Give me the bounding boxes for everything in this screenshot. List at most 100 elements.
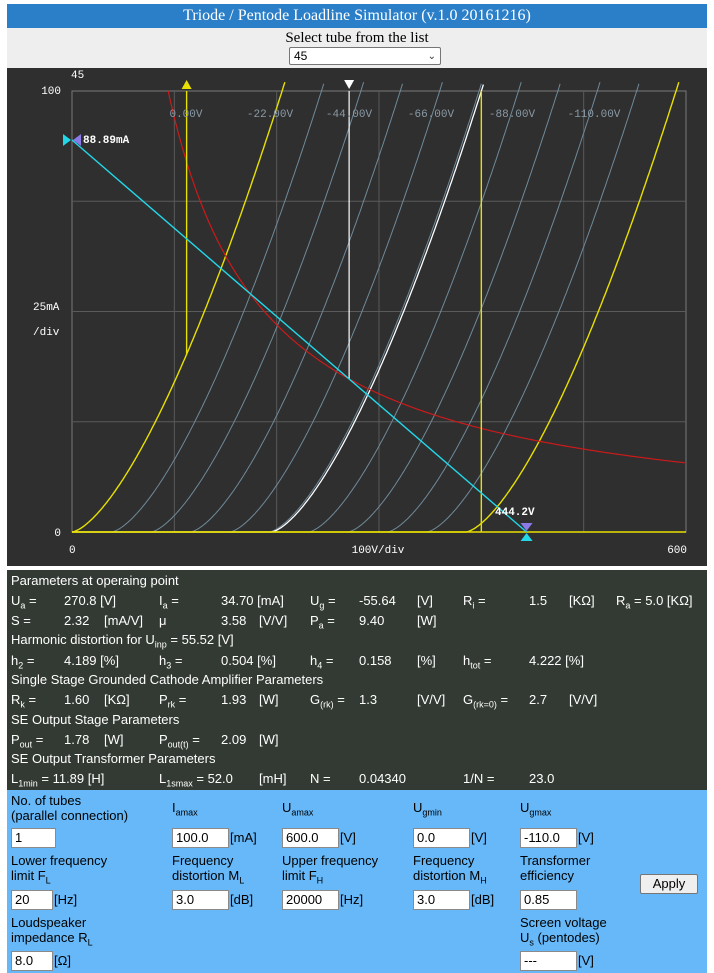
x-center-label: 100V/div xyxy=(352,545,405,557)
l1smax-param: L1smax = 52.0 xyxy=(159,771,233,789)
chart-canvas[interactable]: 45 100 0 25mA /div 0 100V/div 600 88.89m… xyxy=(7,68,707,566)
s-value: 2.32 xyxy=(64,613,90,628)
fh-input[interactable]: 20000 xyxy=(282,890,339,910)
operating-point-marker-icon xyxy=(344,80,355,89)
rk-label: Rk = xyxy=(11,692,37,710)
y-scale-label-1: 25mA xyxy=(33,302,60,314)
chart-curves xyxy=(71,81,687,533)
pa-unit: [W] xyxy=(417,613,437,628)
ml-unit: [dB] xyxy=(230,892,254,907)
ug-min-label: Ugmin xyxy=(413,800,442,818)
current-marker-label: 88.89mA xyxy=(83,135,130,147)
app-title: Triode / Pentode Loadline Simulator (v.1… xyxy=(7,4,707,28)
ug-min-unit: [V] xyxy=(471,830,487,845)
s-unit: [mA/V] xyxy=(104,613,144,628)
mu-label: μ xyxy=(159,613,167,628)
n-value: 0.04340 xyxy=(359,771,406,786)
ml-input[interactable]: 3.0 xyxy=(172,890,229,910)
mh-input[interactable]: 3.0 xyxy=(413,890,470,910)
chevron-down-icon: ⌄ xyxy=(427,51,436,62)
voltage-marker-bottom-icon xyxy=(520,533,533,541)
curve-label-minus-88v: -88.00V xyxy=(489,109,536,121)
us-unit: [V] xyxy=(578,953,594,968)
x-right-label: 600 xyxy=(667,545,687,557)
ug-max-label: Ugmax xyxy=(520,800,552,818)
ug-unit: [V] xyxy=(417,593,433,608)
inv-n-label: 1/N = xyxy=(463,771,495,786)
transformer-header: SE Output Transformer Parameters xyxy=(11,751,216,766)
tubes-input[interactable]: 1 xyxy=(11,828,56,848)
n-label: N = xyxy=(310,771,331,786)
tube-select-dropdown[interactable]: 45 ⌄ xyxy=(289,47,441,65)
operating-grid-curve xyxy=(72,84,485,533)
rl-input[interactable]: 8.0 xyxy=(11,951,53,971)
s-label: S = xyxy=(11,613,31,628)
h4-label: h4 = xyxy=(310,653,334,671)
pout-unit: [W] xyxy=(104,732,124,747)
h3-value: 0.504 [%] xyxy=(221,653,276,668)
grid-curve-minus-33 xyxy=(72,83,403,533)
y-scale-label-2: /div xyxy=(33,327,60,339)
inv-n-value: 23.0 xyxy=(529,771,555,786)
ml-label: Frequency distortion ML xyxy=(172,853,245,886)
ri-label: Ri = xyxy=(463,593,486,611)
ua-label: Ua = xyxy=(11,593,37,611)
rk-value: 1.60 xyxy=(64,692,90,707)
tubes-label: No. of tubes (parallel connection) xyxy=(11,793,129,823)
grk0-value: 2.7 xyxy=(529,692,548,707)
fl-unit: [Hz] xyxy=(54,892,78,907)
ri-value: 1.5 xyxy=(529,593,548,608)
fh-unit: [Hz] xyxy=(340,892,364,907)
pa-label: Pa = xyxy=(310,613,335,631)
efficiency-input[interactable]: 0.85 xyxy=(520,890,577,910)
ia-label: Ia = xyxy=(159,593,179,611)
ug-max-input[interactable]: -110.0 xyxy=(520,828,577,848)
ug-label: Ug = xyxy=(310,593,336,611)
rl-unit: [Ω] xyxy=(54,953,71,968)
grid-curve-minus-110 xyxy=(72,81,680,533)
curve-label-minus-110v: -110.00V xyxy=(568,109,621,121)
fl-label: Lower frequency limit FL xyxy=(11,853,108,886)
fl-input[interactable]: 20 xyxy=(11,890,53,910)
h4-value: 0.158 xyxy=(359,653,392,668)
tube-selector-area: Select tube from the list 45 ⌄ xyxy=(7,28,707,68)
ia-max-input[interactable]: 100.0 xyxy=(172,828,229,848)
l1smax-unit: [mH] xyxy=(259,771,287,786)
max-dissipation-curve xyxy=(167,90,687,464)
h2-label: h2 = xyxy=(11,653,35,671)
current-marker-right-icon xyxy=(73,133,81,146)
rk-unit: [KΩ] xyxy=(104,692,130,707)
h4-unit: [%] xyxy=(417,653,436,668)
curve-label-minus-66v: -66.00V xyxy=(408,109,455,121)
ug-value: -55.64 xyxy=(359,593,396,608)
ug-min-input[interactable]: 0.0 xyxy=(413,828,470,848)
ua-max-unit: [V] xyxy=(340,830,356,845)
grk-label: G(rk) = xyxy=(310,692,345,710)
mu-unit: [V/V] xyxy=(259,613,288,628)
us-input[interactable]: --- xyxy=(520,951,577,971)
rl-label: Loudspeaker impedance RL xyxy=(11,915,93,948)
prk-label: Prk = xyxy=(159,692,187,710)
pa-value: 9.40 xyxy=(359,613,385,628)
grid-curve-minus-22 xyxy=(72,82,365,533)
pout-t-unit: [W] xyxy=(259,732,279,747)
loadline-chart[interactable]: 45 100 0 25mA /div 0 100V/div 600 88.89m… xyxy=(7,68,707,566)
mu-value: 3.58 xyxy=(221,613,247,628)
apply-button[interactable]: Apply xyxy=(640,874,698,894)
grid-curve-minus-88 xyxy=(72,82,601,533)
current-marker-left-icon xyxy=(63,133,71,146)
grid-curve-minus-44 xyxy=(72,82,443,533)
y-top-label: 100 xyxy=(41,86,61,98)
y-bottom-label: 0 xyxy=(54,528,61,540)
prk-value: 1.93 xyxy=(221,692,247,707)
grid-curve-0 xyxy=(71,81,286,533)
ua-max-input[interactable]: 600.0 xyxy=(282,828,339,848)
ra-param: Ra = 5.0 [KΩ] xyxy=(616,593,693,611)
htot-label: htot = xyxy=(463,653,492,671)
ia-max-unit: [mA] xyxy=(230,830,257,845)
grk-value: 1.3 xyxy=(359,692,378,707)
pout-value: 1.78 xyxy=(64,732,90,747)
pout-label: Pout = xyxy=(11,732,44,750)
ua-max-label: Uamax xyxy=(282,800,314,818)
tube-select-value: 45 xyxy=(294,49,308,63)
